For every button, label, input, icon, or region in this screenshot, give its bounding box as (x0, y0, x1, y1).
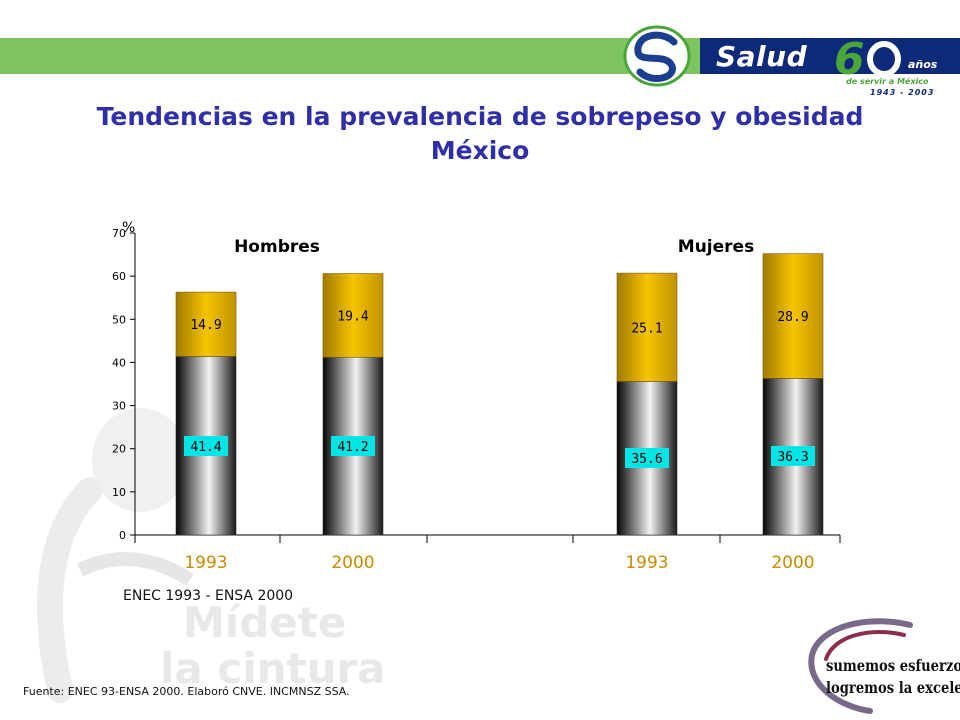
watermark-line-2: la cintura (160, 644, 386, 693)
top-value-label: 19.4 (337, 309, 368, 324)
group-label-1: Mujeres (678, 237, 754, 257)
watermark-line-1: Mídete (183, 598, 347, 647)
x-category-label: 2000 (331, 553, 374, 573)
salud-logo-box (700, 38, 960, 74)
y-tick-label: 0 (119, 529, 126, 542)
svg-text:6: 6 (834, 34, 865, 78)
y-tick-label: 50 (112, 313, 126, 326)
mascot-watermark-icon (37, 408, 194, 703)
x-category-label: 1993 (625, 553, 668, 573)
bar-top-segment (762, 253, 824, 379)
top-value-label: 28.9 (777, 310, 808, 325)
logo-period: 1943 - 2003 (870, 88, 935, 97)
top-value-label: 25.1 (631, 321, 662, 336)
y-tick-label: 40 (112, 356, 126, 369)
y-tick-label: 70 (112, 227, 126, 240)
base-value-box (625, 448, 669, 468)
base-value-box (331, 436, 375, 456)
bar-top-segment (616, 272, 678, 382)
chart-title-line-1: Tendencias en la prevalencia de sobrepes… (96, 102, 864, 131)
y-tick-label: 30 (112, 400, 126, 413)
sixty-years-logo-icon: 6 (834, 34, 901, 78)
logo-years-label: años (908, 58, 938, 71)
x-category-label: 1993 (184, 553, 227, 573)
chart-title: Tendencias en la prevalencia de sobrepes… (80, 100, 880, 168)
base-value-label: 41.2 (337, 440, 368, 455)
bar-top-segment (175, 291, 237, 357)
group-label-0: Hombres (234, 237, 320, 257)
base-value-label: 36.3 (777, 450, 808, 465)
y-tick-label: 60 (112, 270, 126, 283)
logo-subtitle: de servir a México (846, 77, 929, 86)
base-value-label: 41.4 (190, 440, 221, 455)
swoosh-logo-icon (808, 618, 913, 714)
base-value-label: 35.6 (631, 452, 662, 467)
bar-top-segment (322, 273, 384, 358)
ssa-swirl-logo-icon (623, 25, 691, 87)
base-value-box (184, 436, 228, 456)
y-tick-label: 10 (112, 486, 126, 499)
footnote: Fuente: ENEC 93-ENSA 2000. Elaboró CNVE.… (23, 685, 350, 698)
base-value-box (771, 446, 815, 466)
slogan-line-1: sumemos esfuerzos. (826, 656, 960, 675)
y-tick-label: 20 (112, 443, 126, 456)
slogan-line-2: logremos la excelencia... (826, 678, 960, 697)
source-note: ENEC 1993 - ENSA 2000 (123, 588, 294, 604)
chart-title-line-2: México (430, 136, 530, 165)
salud-logo-text: Salud (716, 40, 808, 73)
top-value-label: 14.9 (190, 318, 221, 333)
y-axis-label: % (122, 220, 135, 236)
x-category-label: 2000 (771, 553, 814, 573)
slogan: sumemos esfuerzos. logremos la excelenci… (826, 655, 960, 699)
